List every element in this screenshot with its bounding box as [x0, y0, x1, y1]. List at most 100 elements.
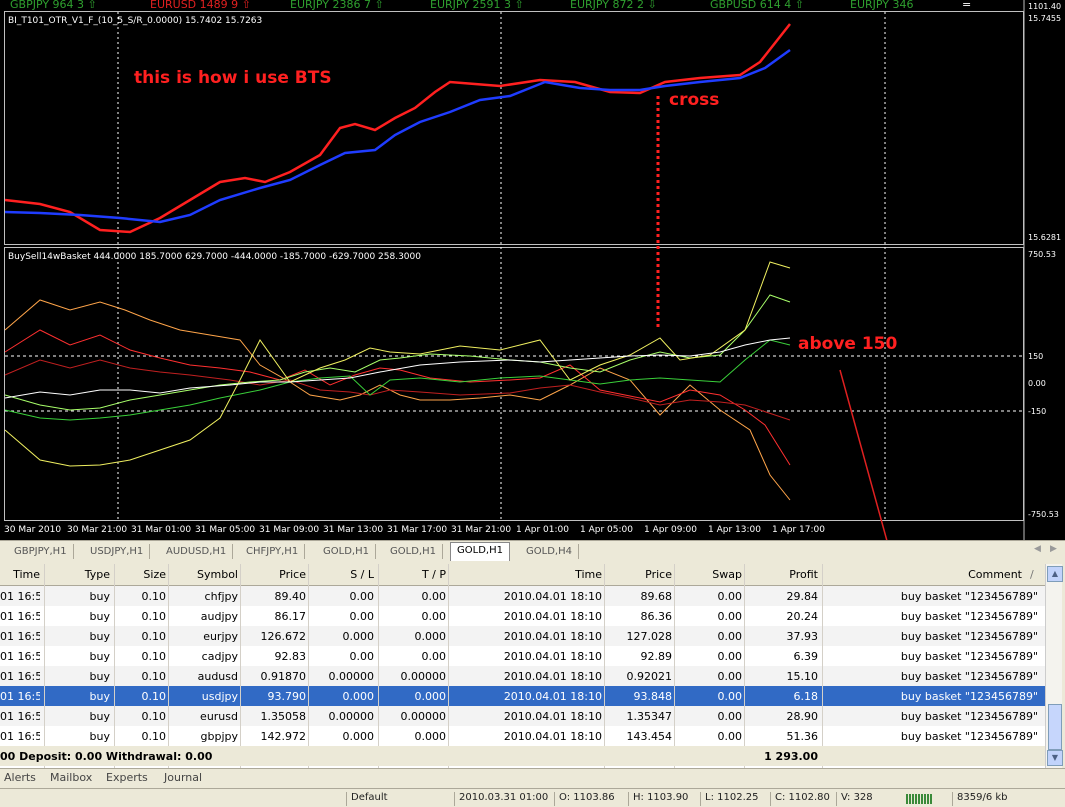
col-header-sl[interactable]: S / L: [350, 568, 374, 581]
cell-open-price: 126.672: [260, 630, 307, 643]
col-header-type[interactable]: Type: [84, 568, 110, 581]
scale-lower-zero: 0.00: [1028, 379, 1046, 388]
cell-symbol: audusd: [197, 670, 238, 683]
col-header-comment[interactable]: Comment: [968, 568, 1022, 581]
scroll-up-icon[interactable]: ▲: [1047, 566, 1063, 582]
tab-journal[interactable]: Journal: [164, 771, 203, 784]
tab-audusd-h1[interactable]: AUDUSD,H1: [160, 544, 234, 559]
ticker-item-3: EURJPY 2591 3 ⇧: [430, 0, 524, 11]
tab-alerts[interactable]: Alerts: [4, 771, 36, 784]
tab-gold-h1-active[interactable]: GOLD,H1: [450, 542, 510, 561]
col-header-close-price[interactable]: Price: [645, 568, 672, 581]
cell-close-price: 127.028: [626, 630, 673, 643]
cell-sl: 0.00000: [328, 710, 375, 723]
cell-comment: buy basket "123456789": [900, 590, 1038, 603]
table-row[interactable]: 01 16:51 buy 0.10 eurjpy 126.672 0.000 0.000 20…: [0, 626, 1045, 646]
annotation-main: this is how i use BTS: [134, 68, 332, 88]
status-low: L: 1102.25: [700, 792, 758, 806]
cell-type: buy: [89, 650, 110, 663]
scroll-thumb[interactable]: [1048, 704, 1062, 750]
ticker-item-0: GBPJPY 964 3 ⇧: [10, 0, 97, 11]
basket-darkred-line: [4, 359, 791, 421]
col-header-symbol[interactable]: Symbol: [197, 568, 238, 581]
column-separator: [822, 564, 823, 768]
col-header-time[interactable]: Time: [13, 568, 40, 581]
column-separator: [168, 564, 169, 768]
tab-experts[interactable]: Experts: [106, 771, 148, 784]
col-header-swap[interactable]: Swap: [712, 568, 742, 581]
tab-gold-h1-a[interactable]: GOLD,H1: [317, 544, 376, 559]
vertical-grid: [117, 12, 886, 520]
time-label: 31 Mar 05:00: [195, 525, 256, 535]
scale-lower-bottom: -750.53: [1028, 510, 1059, 519]
cell-type: buy: [89, 670, 110, 683]
cell-tp: 0.00: [421, 590, 447, 603]
cell-tp: 0.00: [421, 650, 447, 663]
status-datetime: 2010.03.31 01:00: [454, 792, 548, 806]
col-header-close-time[interactable]: Time: [575, 568, 602, 581]
basket-red-line: [4, 329, 791, 466]
chart-window[interactable]: GBPJPY 964 3 ⇧ EURUSD 1489 9 ⇧ EURJPY 23…: [0, 0, 1065, 540]
cell-profit: 28.90: [786, 710, 819, 723]
terminal-scrollbar[interactable]: ▲ ▼: [1045, 564, 1063, 768]
cell-size: 0.10: [141, 650, 167, 663]
column-separator: [114, 564, 115, 768]
time-label: 31 Mar 01:00: [131, 525, 192, 535]
cell-type: buy: [89, 630, 110, 643]
chart-canvas[interactable]: [0, 0, 1065, 540]
cell-swap: 0.00: [717, 650, 743, 663]
cell-open-time: 01 16:51: [0, 670, 40, 683]
tab-mailbox[interactable]: Mailbox: [50, 771, 93, 784]
ticker-text-2: EURJPY 2386 7 ⇧: [290, 0, 384, 11]
status-volume: V: 328: [836, 792, 873, 806]
cell-close-price: 92.89: [640, 650, 673, 663]
tab-chfjpy-h1[interactable]: CHFJPY,H1: [240, 544, 306, 559]
column-separator: [308, 564, 309, 768]
time-label: 1 Apr 09:00: [644, 525, 697, 535]
time-label: 30 Mar 2010: [4, 525, 62, 535]
annotation-cross: cross: [669, 90, 720, 110]
cell-close-time: 2010.04.01 18:10: [503, 610, 602, 623]
tab-gold-h1-b[interactable]: GOLD,H1: [384, 544, 443, 559]
column-separator: [44, 564, 45, 768]
table-row[interactable]: 01 16:51 buy 0.10 gbpjpy 142.972 0.000 0.000 20…: [0, 726, 1045, 746]
col-header-tp[interactable]: T / P: [421, 568, 446, 581]
col-header-profit[interactable]: Profit: [789, 568, 818, 581]
tab-usdjpy-h1[interactable]: USDJPY,H1: [84, 544, 151, 559]
cell-close-price: 143.454: [626, 730, 673, 743]
tabs-scroll-right-icon[interactable]: ▶: [1050, 544, 1057, 554]
scroll-down-icon[interactable]: ▼: [1047, 750, 1063, 766]
table-row[interactable]: 01 16:51 buy 0.10 usdjpy 93.790 0.000 0.000 201…: [0, 686, 1045, 706]
tab-gbpjpy-h1[interactable]: GBPJPY,H1: [8, 544, 74, 559]
time-label: 31 Mar 13:00: [323, 525, 384, 535]
tab-gold-h4[interactable]: GOLD,H4: [520, 544, 579, 559]
table-row[interactable]: 01 16:51 buy 0.10 audjpy 86.17 0.00 0.00 2010.0…: [0, 606, 1045, 626]
cell-close-time: 2010.04.01 18:10: [503, 630, 602, 643]
cell-tp: 0.00: [421, 610, 447, 623]
cell-sl: 0.00000: [328, 670, 375, 683]
col-header-price[interactable]: Price: [279, 568, 306, 581]
table-row[interactable]: 01 16:51buy0.10audusd0.918700.000000.000…: [0, 666, 1045, 686]
bts-blue-line: [4, 48, 791, 224]
tabs-scroll-left-icon[interactable]: ◀: [1034, 544, 1041, 554]
cell-open-price: 89.40: [274, 590, 307, 603]
table-row[interactable]: 01 16:51buy0.10eurusd1.350580.000000.000…: [0, 706, 1045, 726]
column-separator: [674, 564, 675, 768]
terminal-history-table[interactable]: Time Type Size Symbol Price S / L T / P …: [0, 564, 1045, 768]
cell-close-price: 86.36: [640, 610, 673, 623]
cell-open-price: 0.91870: [260, 670, 307, 683]
col-header-size[interactable]: Size: [143, 568, 166, 581]
cell-close-price: 93.848: [633, 690, 673, 703]
cell-tp: 0.000: [414, 690, 447, 703]
table-row[interactable]: 01 16:51 buy 0.10 chfjpy 89.40 0.00 0.00 2010.0…: [0, 586, 1045, 606]
ticker-text-1: EURUSD 1489 9 ⇧: [150, 0, 251, 11]
cell-profit: 37.93: [786, 630, 819, 643]
time-label: 31 Mar 17:00: [387, 525, 448, 535]
annotation-above-150: above 150: [798, 334, 898, 354]
cell-symbol: chfjpy: [204, 590, 238, 603]
table-row[interactable]: 01 16:51 buy 0.10 cadjpy 92.83 0.00 0.00 2010.0…: [0, 646, 1045, 666]
ticker-text-4: EURJPY 872 2 ⇩: [570, 0, 657, 11]
status-profile[interactable]: Default: [346, 792, 388, 806]
ticker-text-0: GBPJPY 964 3 ⇧: [10, 0, 97, 11]
cell-open-price: 142.972: [260, 730, 307, 743]
